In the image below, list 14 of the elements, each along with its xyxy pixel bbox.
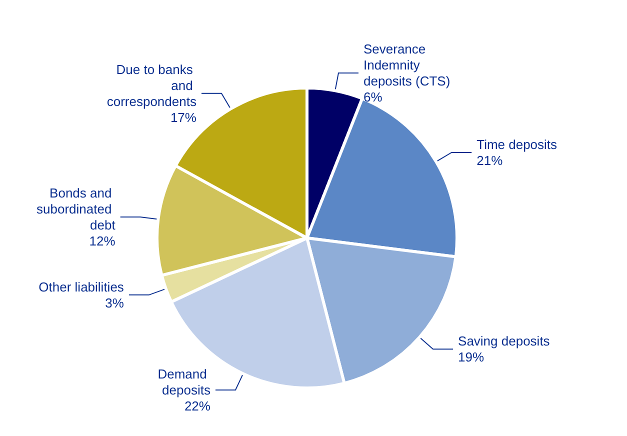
slice-label: Due to banks and correspondents	[106, 62, 197, 109]
slice-label: Other liabilities	[38, 279, 124, 294]
data-label: 21%	[476, 152, 504, 168]
data-label: 3%	[105, 295, 124, 310]
data-label: 19%	[458, 350, 484, 365]
slice-label: Time deposits	[476, 136, 558, 152]
data-label: 6%	[363, 89, 383, 104]
data-label: 12%	[89, 233, 116, 248]
data-label: 17%	[170, 110, 197, 125]
slice-label: Bonds and subordinated debt	[36, 185, 116, 232]
slice-label: Saving deposits	[458, 334, 550, 349]
slice-label: Severance Indemnity deposits (CTS)	[363, 41, 450, 88]
slice-label: Demand deposits	[158, 366, 211, 398]
data-label: 22%	[184, 398, 211, 414]
